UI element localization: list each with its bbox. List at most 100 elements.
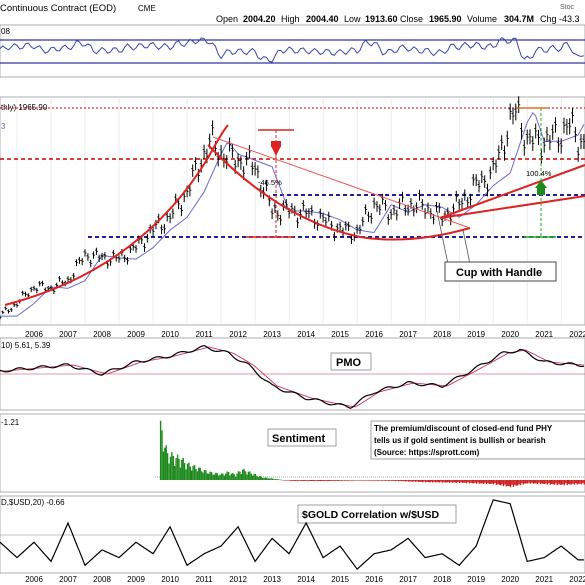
sentiment-bar — [371, 480, 373, 481]
sentiment-bar — [546, 480, 549, 485]
sentiment-bar — [502, 480, 505, 487]
volume-value: 304.7M — [504, 14, 534, 24]
open-value: 2004.20 — [243, 14, 276, 24]
sentiment-bar — [339, 480, 342, 481]
sentiment-bar — [193, 465, 196, 480]
sentiment-bar — [240, 474, 242, 480]
sentiment-bar — [346, 480, 349, 481]
year-tick-label: 2014 — [297, 330, 315, 339]
sentiment-bar — [166, 453, 169, 480]
sentiment-bar — [281, 479, 284, 481]
sentiment-bar — [182, 458, 184, 480]
year-tick-label: 2007 — [59, 330, 77, 339]
sentiment-bar — [229, 475, 231, 480]
sentiment-bar — [325, 480, 328, 481]
sentiment-bar — [525, 480, 527, 484]
sentiment-bar — [552, 480, 554, 485]
sentiment-bar — [386, 480, 388, 481]
year-tick-label: 2008 — [93, 575, 111, 584]
sentiment-bar — [519, 480, 522, 486]
sentiment-bar — [427, 480, 430, 483]
sentiment-bar — [337, 480, 339, 481]
sentiment-bar — [358, 480, 360, 481]
sentiment-bar — [495, 480, 498, 485]
pattern-label: Cup with Handle — [456, 267, 542, 279]
sentiment-bar — [511, 480, 513, 485]
sentiment-bar — [273, 479, 275, 480]
sentiment-bar — [467, 480, 469, 482]
callout-pointer-1 — [436, 210, 449, 265]
sentiment-bar — [443, 480, 445, 483]
sentiment-bar — [294, 480, 296, 481]
sentiment-bar — [514, 480, 516, 485]
sentiment-bar — [440, 480, 442, 482]
sentiment-bar — [310, 480, 312, 481]
sentiment-bar — [172, 456, 174, 480]
sentiment-bar — [402, 480, 404, 482]
sentiment-bar — [575, 480, 577, 484]
cup-arc — [207, 144, 471, 241]
sentiment-bar — [232, 472, 234, 480]
sentiment-bar — [311, 480, 313, 481]
sentiment-bar — [512, 480, 515, 487]
sentiment-bar — [429, 480, 431, 483]
sentiment-bar — [368, 480, 370, 481]
year-tick-label: 2017 — [399, 575, 417, 584]
sentiment-bar — [558, 480, 560, 484]
sentiment-bar — [321, 480, 323, 482]
sentiment-bar — [485, 480, 488, 485]
sentiment-bar — [555, 480, 557, 484]
sentiment-bar — [397, 480, 400, 482]
sentiment-bar — [252, 475, 254, 480]
sentiment-bar — [227, 472, 230, 480]
sentiment-bar — [531, 480, 533, 483]
sentiment-bar — [201, 471, 203, 480]
sentiment-bar — [181, 459, 183, 480]
sentiment-bar — [570, 480, 573, 485]
sentiment-bar — [256, 475, 258, 480]
sentiment-bar — [266, 477, 268, 480]
sentiment-bar — [388, 480, 390, 481]
sentiment-bar — [535, 480, 537, 484]
sentiment-bar — [369, 480, 371, 481]
sentiment-bar — [390, 480, 393, 481]
sentiment-bar — [354, 480, 356, 481]
sentiment-panel: -1.21 Sentiment The premium/discount of … — [0, 413, 585, 493]
sentiment-bar — [176, 454, 179, 480]
year-tick-label: 2020 — [501, 575, 519, 584]
pmo-title-box — [330, 352, 372, 371]
sentiment-bar — [434, 480, 437, 483]
sentiment-bar — [203, 469, 206, 480]
sentiment-bar — [422, 480, 424, 483]
sentiment-bar — [244, 471, 247, 480]
sentiment-bar — [417, 480, 420, 482]
sentiment-bar — [215, 472, 217, 480]
callout-pointer-2 — [462, 229, 471, 265]
sentiment-bar — [477, 480, 479, 483]
sentiment-bar — [250, 473, 252, 480]
sentiment-bar — [447, 480, 449, 483]
sentiment-bar — [518, 480, 520, 485]
sentiment-bar — [490, 480, 492, 484]
sentiment-bar — [576, 480, 578, 485]
sentiment-bar — [487, 480, 489, 484]
year-tick-label: 2013 — [263, 330, 281, 339]
sentiment-bar — [475, 480, 478, 484]
year-tick-label: 2020 — [501, 330, 519, 339]
sentiment-bar — [303, 480, 305, 481]
sentiment-bar — [307, 480, 309, 482]
sentiment-bar — [223, 475, 225, 480]
sentiment-bar — [538, 480, 540, 483]
sentiment-bar — [403, 480, 405, 481]
sentiment-bar — [543, 480, 546, 485]
sentiment-bar — [300, 480, 302, 481]
sentiment-bar — [327, 480, 329, 482]
sentiment-bar — [444, 480, 447, 483]
sentiment-bar — [312, 480, 315, 481]
sentiment-bar — [188, 462, 190, 480]
sentiment-bar — [178, 458, 180, 480]
year-tick-label: 2015 — [331, 330, 349, 339]
sentiment-bar — [164, 447, 166, 480]
sentiment-bar — [286, 480, 288, 481]
sentiment-bar — [359, 480, 362, 481]
